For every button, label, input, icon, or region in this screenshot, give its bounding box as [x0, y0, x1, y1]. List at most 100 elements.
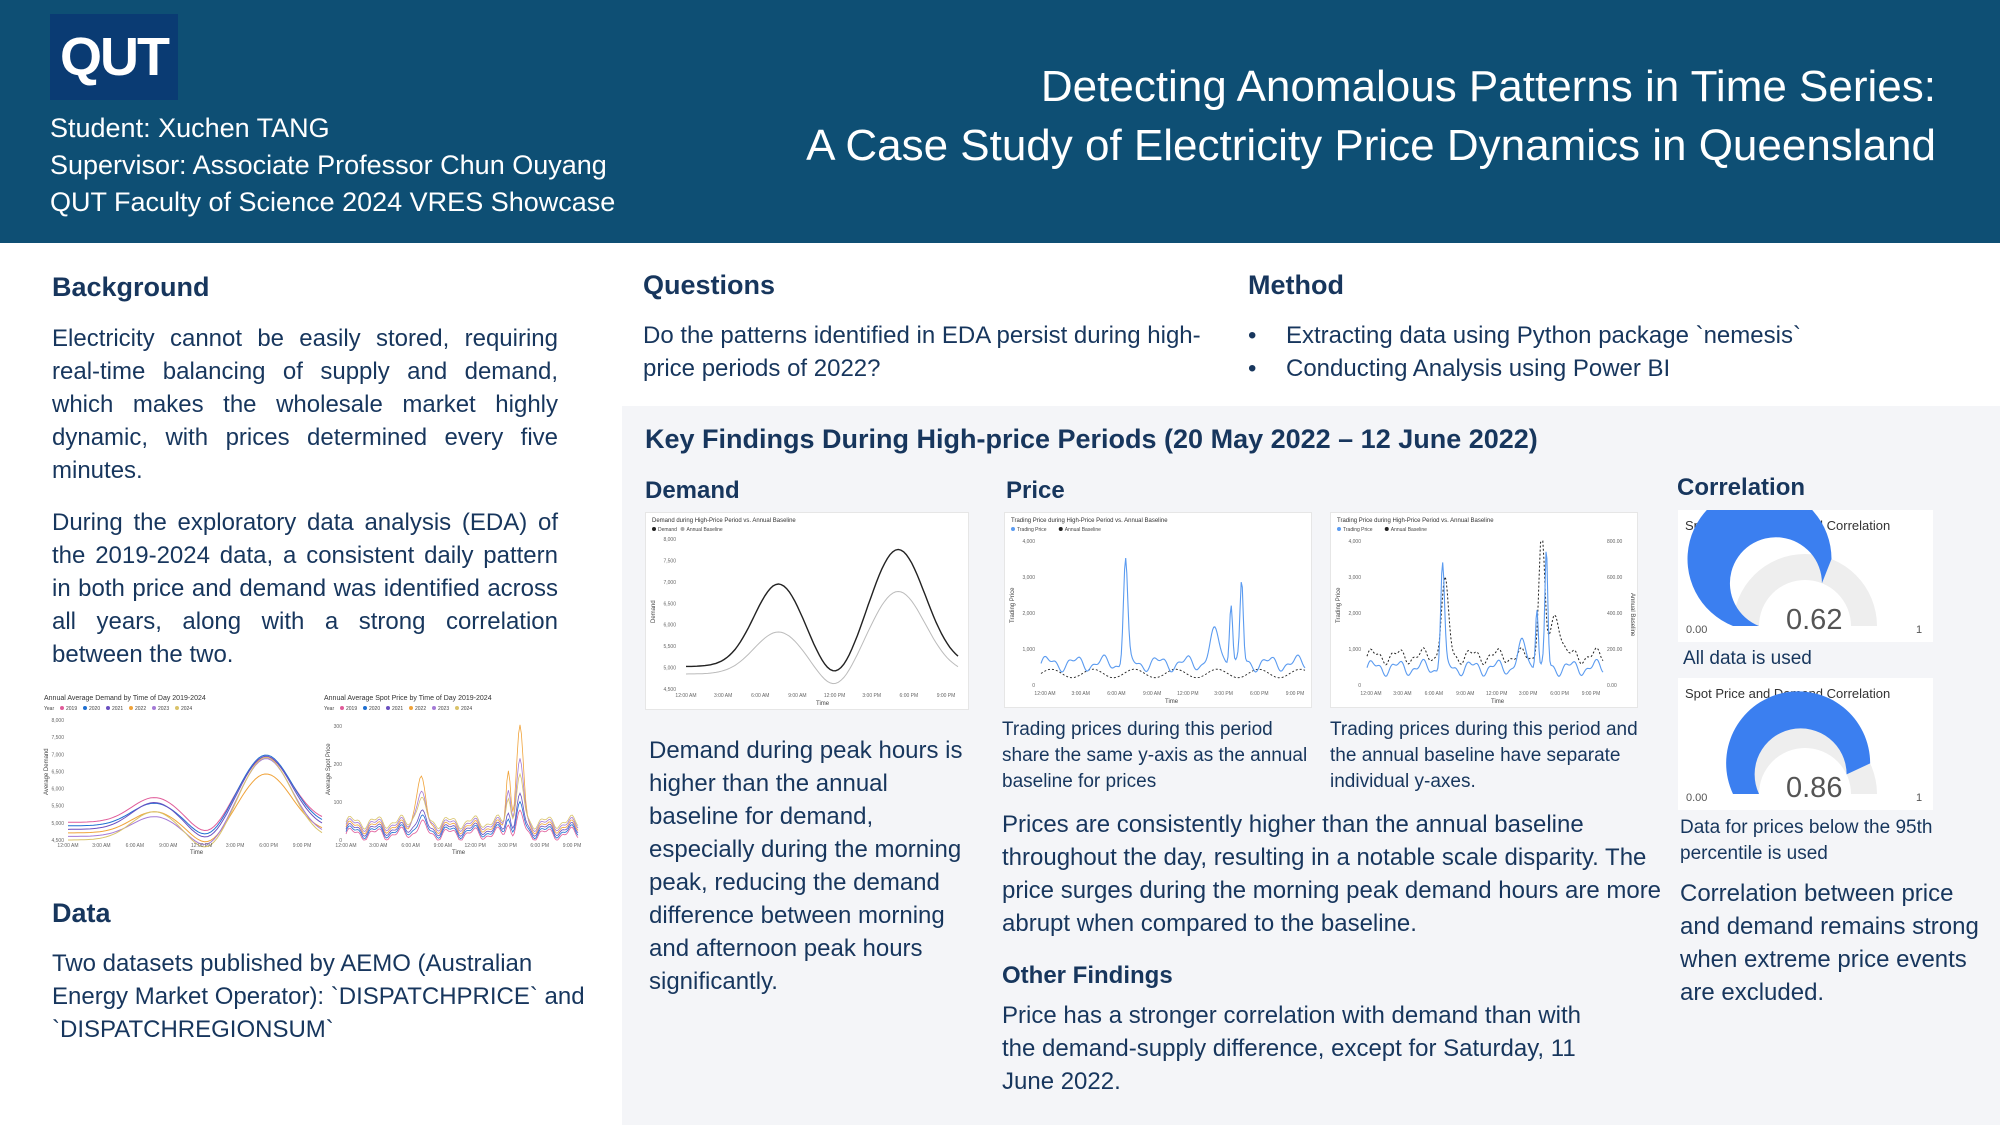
- legend-label: 2019: [66, 706, 77, 712]
- legend-marker: [175, 706, 179, 710]
- eda-demand-title: Annual Average Demand by Time of Day 201…: [44, 695, 206, 702]
- baseline-line: [685, 590, 959, 685]
- y-tick-label: 6,000: [51, 787, 64, 793]
- y-tick-label: 7,000: [51, 752, 64, 758]
- gauge-fill: [1687, 510, 1832, 626]
- gauge-fill: [1726, 691, 1871, 794]
- x-tick-label: 9:00 AM: [1456, 691, 1474, 697]
- demand-finding-text: Demand during peak hours is higher than …: [649, 737, 963, 995]
- price-chart-shared-axis: Trading Price during High-Price Period v…: [1004, 512, 1312, 708]
- y-tick-label: 7,500: [51, 735, 64, 741]
- x-tick-label: 6:00 AM: [1425, 691, 1443, 697]
- showcase-label: QUT Faculty of Science 2024 VRES Showcas…: [50, 187, 616, 217]
- x-tick-label: 6:00 PM: [900, 693, 919, 699]
- x-tick-label: 3:00 AM: [92, 843, 110, 849]
- legend-label: Trading Price: [1017, 527, 1047, 533]
- legend-label: 2024: [181, 706, 192, 712]
- y-tick-label: 3,000: [1348, 575, 1361, 581]
- y-tick-label: 3,000: [1022, 575, 1035, 581]
- y-tick-label: 400.00: [1607, 611, 1623, 617]
- x-tick-label: 12:00 PM: [464, 843, 485, 849]
- price-chart2-xlabel: Time: [1491, 699, 1505, 705]
- baseline-line: [1040, 668, 1306, 679]
- x-tick-label: 3:00 AM: [714, 693, 732, 699]
- correlation-gauge-filtered: Spot Price and Demand Correlation 0.86 0…: [1678, 678, 1933, 810]
- legend-title: Year: [44, 706, 54, 712]
- demand-chart-xlabel: Time: [816, 701, 830, 707]
- demand-chart: Demand during High-Price Period vs. Annu…: [645, 512, 969, 710]
- price-chart2-caption: Trading prices during this period and th…: [1330, 719, 1638, 792]
- x-tick-label: 6:00 PM: [259, 843, 278, 849]
- correlation-finding-text: Correlation between price and demand rem…: [1680, 880, 1979, 1006]
- eda-demand-chart: Annual Average Demand by Time of Day 201…: [44, 695, 323, 856]
- y-tick-label: 800.00: [1607, 539, 1623, 545]
- y-tick-label: 2,000: [1348, 611, 1361, 617]
- method-item: Conducting Analysis using Power BI: [1248, 352, 1968, 385]
- series-line: [68, 773, 323, 843]
- method-list: Extracting data using Python package `ne…: [1248, 319, 1968, 385]
- x-tick-label: 3:00 PM: [862, 693, 881, 699]
- demand-chart-ylabel: Demand: [651, 600, 657, 623]
- eda-price-chart: Annual Average Spot Price by Time of Day…: [324, 695, 581, 856]
- x-tick-label: 3:00 AM: [369, 843, 387, 849]
- legend-marker: [386, 706, 390, 710]
- x-tick-label: 12:00 AM: [335, 843, 356, 849]
- price-chart1-caption: Trading prices during this period share …: [1002, 719, 1308, 792]
- x-tick-label: 12:00 AM: [1034, 691, 1055, 697]
- x-tick-label: 6:00 AM: [126, 843, 144, 849]
- x-tick-label: 9:00 AM: [159, 843, 177, 849]
- y-tick-label: 5,500: [51, 804, 64, 810]
- y-tick-label: 1,000: [1022, 647, 1035, 653]
- legend-marker: [1058, 527, 1063, 531]
- x-tick-label: 9:00 AM: [1143, 691, 1161, 697]
- header-banner: [0, 0, 2000, 243]
- legend-marker: [83, 706, 87, 710]
- y-tick-label: 1,000: [1348, 647, 1361, 653]
- legend-label: 2022: [135, 706, 146, 712]
- legend-label: 2020: [89, 706, 100, 712]
- legend-marker: [60, 706, 64, 710]
- price-chart2-ylabel-right: Annual Baseline: [1629, 593, 1635, 637]
- legend-marker: [340, 706, 344, 710]
- legend-marker: [1337, 527, 1341, 531]
- x-tick-label: 12:00 AM: [675, 693, 696, 699]
- x-tick-label: 9:00 PM: [937, 693, 956, 699]
- price-chart1-xlabel: Time: [1165, 699, 1179, 705]
- legend-marker: [152, 706, 156, 710]
- legend-label: 2022: [415, 706, 426, 712]
- x-tick-label: 12:00 PM: [191, 843, 212, 849]
- y-tick-label: 6,000: [663, 623, 676, 629]
- x-tick-label: 9:00 PM: [1286, 691, 1305, 697]
- y-tick-label: 4,000: [1348, 539, 1361, 545]
- legend-marker: [455, 706, 459, 710]
- correlation-gauge-all: Spot Price and Demand Correlation 0.62 0…: [1678, 510, 1933, 642]
- legend-marker: [363, 706, 367, 710]
- price-chart1-ylabel: Trading Price: [1010, 587, 1016, 623]
- x-tick-label: 12:00 AM: [57, 843, 78, 849]
- price-chart2-title: Trading Price during High-Price Period v…: [1337, 518, 1494, 524]
- method-item: Extracting data using Python package `ne…: [1248, 319, 1968, 352]
- background-para2: During the exploratory data analysis (ED…: [52, 509, 558, 668]
- gauge1-max: 1: [1916, 624, 1923, 636]
- y-tick-label: 0: [1032, 683, 1035, 689]
- y-tick-label: 4,500: [663, 687, 676, 693]
- legend-label: 2023: [158, 706, 169, 712]
- eda-price-ylabel: Average Spot Price: [326, 743, 332, 795]
- legend-marker: [409, 706, 413, 710]
- background-para1: Electricity cannot be easily stored, req…: [52, 325, 558, 484]
- x-tick-label: 6:00 PM: [1250, 691, 1269, 697]
- eda-demand-ylabel: Average Demand: [44, 748, 50, 795]
- x-tick-label: 6:00 AM: [1107, 691, 1125, 697]
- demand-chart-title: Demand during High-Price Period vs. Annu…: [652, 518, 796, 524]
- poster-title-line2: A Case Study of Electricity Price Dynami…: [806, 121, 1936, 170]
- other-findings-heading: Other Findings: [1002, 962, 1173, 989]
- x-tick-label: 9:00 AM: [434, 843, 452, 849]
- gauge-track: [1733, 554, 1877, 626]
- price-chart-dual-axis: Trading Price during High-Price Period v…: [1330, 512, 1638, 708]
- legend-label: 2024: [461, 706, 472, 712]
- y-tick-label: 5,000: [663, 666, 676, 672]
- legend-label: 2021: [392, 706, 403, 712]
- x-tick-label: 12:00 PM: [1486, 691, 1507, 697]
- series-line: [345, 809, 579, 841]
- legend-label: Demand: [658, 527, 677, 533]
